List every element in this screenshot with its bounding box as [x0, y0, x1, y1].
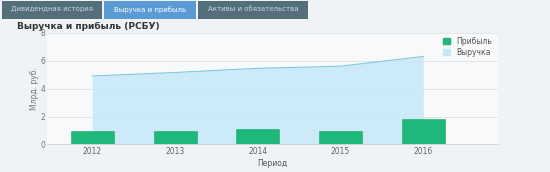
Text: Выручка и прибыль: Выручка и прибыль — [114, 6, 186, 13]
Text: Дивидендная история: Дивидендная история — [11, 6, 93, 12]
Y-axis label: Млрд. руб.: Млрд. руб. — [30, 67, 39, 110]
Text: Активы и обязательства: Активы и обязательства — [208, 6, 298, 12]
Text: Выручка и прибыль (РСБУ): Выручка и прибыль (РСБУ) — [18, 22, 160, 30]
Bar — [236, 129, 279, 144]
Bar — [153, 131, 196, 144]
Legend: Прибыль, Выручка: Прибыль, Выручка — [441, 34, 494, 59]
Bar — [71, 131, 114, 144]
Bar — [319, 131, 362, 144]
X-axis label: Период: Период — [257, 159, 287, 168]
Bar — [104, 1, 196, 19]
Bar — [198, 1, 308, 19]
Bar — [2, 1, 102, 19]
Bar — [402, 119, 445, 144]
